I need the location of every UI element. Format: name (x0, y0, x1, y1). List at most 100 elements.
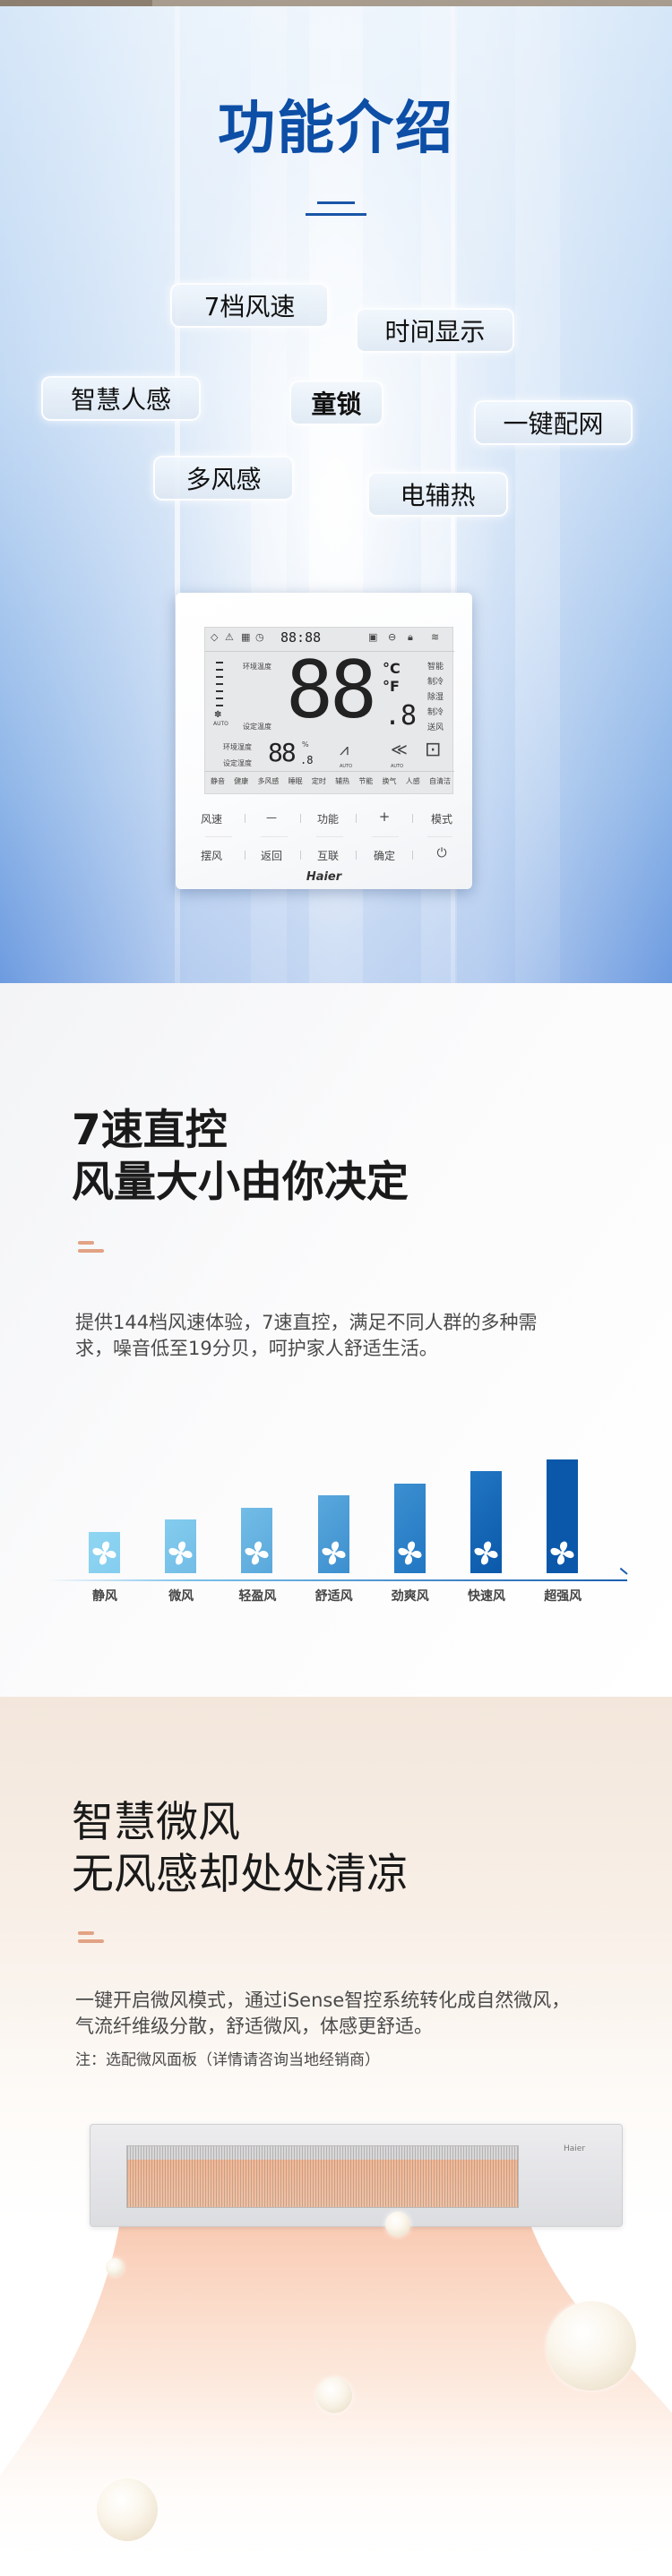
function-label: 睡眠 (288, 777, 303, 785)
plus-button[interactable]: + (378, 809, 391, 825)
function-label: 节能 (358, 777, 374, 785)
unit-fahrenheit: °F (383, 678, 400, 695)
bar-label: 快速风 (468, 1589, 505, 1604)
bubble (385, 2212, 410, 2237)
wall-controller: ◇ ⚠ ▦ ◷ 88:88 ▣ ⊖ 🔒︎ ≋ ✽ AUTO 环境温度 设定温度 … (176, 593, 472, 889)
timer-icon: ◷ (255, 631, 264, 643)
cassette-icon: ⊡ (425, 739, 442, 761)
bubble (106, 2258, 124, 2276)
brand-logo: Haier (306, 870, 342, 884)
fan-icon (550, 1541, 574, 1565)
function-label: 人感 (405, 777, 420, 785)
body-text: 一键开启微风模式，通过iSense智控系统转化成自然微风， (75, 1990, 571, 2011)
bar-label: 超强风 (544, 1589, 582, 1604)
feature-tag: 智慧人感 (41, 376, 201, 421)
bar-label: 轻盈风 (238, 1589, 277, 1604)
fan-speed-button[interactable]: 风速 (200, 813, 222, 826)
link-button[interactable]: 互联 (316, 850, 339, 862)
fan-icon (168, 1541, 193, 1565)
top-strip (0, 0, 672, 6)
bubble (316, 2377, 352, 2413)
filter-icon: ▦ (241, 631, 251, 643)
body-text: 提供144档风速体验，7速直控，满足不同人群的多种需 (75, 1312, 538, 1333)
function-button[interactable]: 功能 (316, 813, 339, 826)
bar-label: 微风 (168, 1589, 194, 1604)
power-button[interactable]: ⏻ (419, 846, 464, 860)
body-text: 求，噪音低至19分贝，呵护家人舒适生活。 (75, 1338, 438, 1359)
function-label: 多风感 (257, 777, 280, 785)
bar-label: 静风 (92, 1589, 117, 1604)
feature-label: 时间显示 (384, 317, 486, 347)
fan-icon (322, 1541, 346, 1565)
mode-button[interactable]: 模式 (430, 813, 452, 826)
back-button[interactable]: 返回 (260, 850, 282, 862)
breeze-section: 智慧微风 无风感却处处清凉 一键开启微风模式，通过iSense智控系统转化成自然… (0, 1697, 672, 2576)
ambient-humidity-label: 环境湿度 (223, 743, 252, 751)
section-subtitle: 风量大小由你决定 (72, 1158, 409, 1207)
lcd-display: ◇ ⚠ ▦ ◷ 88:88 ▣ ⊖ 🔒︎ ≋ ✽ AUTO 环境温度 设定温度 … (204, 627, 454, 794)
function-label: 辅热 (335, 777, 350, 785)
feature-tag: 一键配网 (474, 400, 633, 445)
section-title: 智慧微风 (72, 1798, 240, 1847)
title-underline-2 (306, 213, 366, 216)
bar-微风 (165, 1519, 197, 1573)
breeze-panel: Haier (90, 2124, 623, 2227)
mode-label: 制冷 (427, 708, 444, 717)
feature-label: 7档风速 (203, 292, 296, 321)
auto-label: AUTO (391, 764, 404, 769)
unit-celsius: °C (383, 660, 401, 677)
mode-label: 送风 (427, 723, 444, 732)
confirm-button[interactable]: 确定 (373, 850, 395, 862)
title-underline (317, 201, 355, 204)
humidity-decimal: .8 (300, 754, 314, 766)
bar-轻盈风 (241, 1507, 273, 1573)
power-icon: ⏻ (436, 846, 447, 860)
face-icon: ◇ (211, 631, 219, 643)
function-label: 健康 (234, 777, 249, 785)
clock-readout: 88:88 (280, 629, 322, 646)
accent-mark (78, 1241, 104, 1257)
section-title: 7速直控 (72, 1106, 228, 1155)
footnote: 注：选配微风面板（详情请咨询当地经销商） (75, 2051, 380, 2069)
mode-label: 智能 (427, 663, 444, 672)
humidity-unit: % (302, 740, 309, 749)
function-label: 自清洁 (428, 777, 451, 785)
bar-label: 劲爽风 (391, 1589, 429, 1604)
fan-icon (245, 1541, 269, 1565)
fan-icon (474, 1541, 498, 1565)
fan-icon (92, 1541, 116, 1565)
card-icon: ▣ (368, 631, 378, 643)
bar-静风 (89, 1531, 120, 1573)
wifi-icon: ≋ (431, 631, 440, 643)
bar-舒适风 (317, 1495, 349, 1573)
set-humidity-label: 设定湿度 (223, 759, 252, 767)
bar-label: 舒适风 (314, 1589, 353, 1604)
feature-tag: 多风感 (153, 456, 294, 501)
function-row: 静音 健康 多风感 睡眠 定时 辅热 节能 换气 人感 自清洁 (211, 776, 451, 786)
feature-label: 一键配网 (503, 409, 604, 439)
feature-tag: 7档风速 (170, 283, 329, 328)
mode-label: 制冷 (427, 678, 444, 687)
fan-icon (398, 1541, 422, 1565)
bar-快速风 (470, 1471, 502, 1573)
feature-label: 电辅热 (400, 481, 476, 510)
temperature-decimal: .8 (384, 700, 418, 732)
section-subtitle: 无风感却处处清凉 (72, 1850, 409, 1899)
fan-level-bars (216, 662, 223, 708)
feature-label: 智慧人感 (70, 385, 171, 415)
vertical-swing-icon: ≪ (391, 740, 408, 759)
axis-arrow (45, 1579, 627, 1581)
minus-button[interactable]: — (266, 811, 277, 824)
feature-label: 童锁 (311, 389, 362, 419)
bubble (547, 2301, 636, 2391)
mode-label: 除湿 (427, 693, 444, 702)
bar-劲爽风 (393, 1483, 426, 1573)
page-title: 功能介绍 (218, 96, 454, 162)
feature-tag: 电辅热 (367, 472, 508, 517)
swing-button[interactable]: 摆风 (200, 850, 222, 862)
body-text: 气流纤维级分散，舒适微风，体感更舒适。 (75, 2015, 433, 2037)
speed-bar-chart: 静风 微风 轻盈风 舒适风 劲爽风 快速风 超强风 (0, 983, 672, 1697)
vent-grille (126, 2145, 519, 2208)
set-temp-label: 设定温度 (243, 723, 271, 731)
warning-icon: ⚠ (225, 631, 234, 643)
